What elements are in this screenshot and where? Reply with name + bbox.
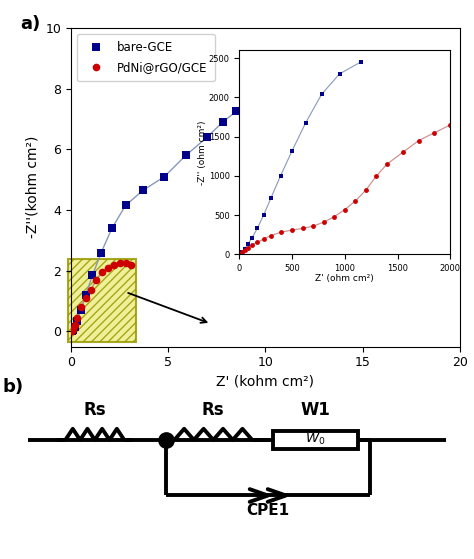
bare-GCE bbox=[109, 225, 115, 231]
bare-GCE bbox=[99, 249, 104, 256]
bare-GCE bbox=[69, 328, 75, 334]
PdNi@rGO/GCE bbox=[78, 304, 83, 310]
bare-GCE bbox=[220, 119, 226, 125]
Text: Rs: Rs bbox=[83, 401, 106, 419]
Y-axis label: -Z'' (ohm cm²): -Z'' (ohm cm²) bbox=[198, 120, 207, 184]
PdNi@rGO/GCE bbox=[88, 287, 93, 294]
bare-GCE bbox=[140, 187, 146, 193]
PdNi@rGO/GCE bbox=[93, 277, 99, 283]
PdNi@rGO/GCE bbox=[70, 326, 76, 333]
bare-GCE bbox=[365, 87, 371, 93]
Legend: bare-GCE, PdNi@rGO/GCE: bare-GCE, PdNi@rGO/GCE bbox=[77, 34, 215, 81]
bare-GCE bbox=[385, 88, 391, 95]
Text: b): b) bbox=[2, 378, 24, 396]
X-axis label: Z' (kohm cm²): Z' (kohm cm²) bbox=[217, 375, 314, 389]
Text: W1: W1 bbox=[300, 401, 330, 419]
bare-GCE bbox=[162, 173, 167, 180]
bare-GCE bbox=[288, 84, 293, 91]
bare-GCE bbox=[83, 292, 89, 299]
bare-GCE bbox=[434, 91, 439, 98]
bare-GCE bbox=[233, 108, 239, 115]
PdNi@rGO/GCE bbox=[111, 261, 117, 268]
bare-GCE bbox=[307, 84, 313, 91]
Text: Rs: Rs bbox=[202, 401, 225, 419]
Text: $W_0$: $W_0$ bbox=[305, 432, 325, 448]
bare-GCE bbox=[259, 93, 264, 100]
bare-GCE bbox=[375, 87, 381, 93]
PdNi@rGO/GCE bbox=[69, 328, 75, 334]
PdNi@rGO/GCE bbox=[128, 261, 134, 268]
bare-GCE bbox=[204, 134, 210, 140]
bare-GCE bbox=[78, 307, 83, 314]
bare-GCE bbox=[74, 318, 80, 324]
Text: CPE1: CPE1 bbox=[246, 503, 289, 518]
PdNi@rGO/GCE bbox=[100, 269, 105, 276]
Bar bbox=[68, 259, 136, 342]
bare-GCE bbox=[183, 152, 189, 159]
bare-GCE bbox=[337, 86, 342, 92]
PdNi@rGO/GCE bbox=[72, 322, 77, 329]
bare-GCE bbox=[395, 88, 401, 95]
bare-GCE bbox=[346, 86, 352, 92]
bare-GCE bbox=[123, 202, 128, 209]
bare-GCE bbox=[356, 86, 362, 92]
bare-GCE bbox=[278, 86, 284, 92]
Text: a): a) bbox=[20, 15, 41, 33]
X-axis label: Z' (ohm cm²): Z' (ohm cm²) bbox=[316, 274, 374, 283]
bare-GCE bbox=[298, 84, 303, 91]
bare-GCE bbox=[424, 91, 429, 98]
PdNi@rGO/GCE bbox=[117, 260, 122, 267]
PdNi@rGO/GCE bbox=[74, 314, 80, 321]
Line: bare-GCE: bare-GCE bbox=[68, 83, 440, 335]
bare-GCE bbox=[327, 86, 332, 92]
Bar bbox=[273, 431, 358, 449]
Line: PdNi@rGO/GCE: PdNi@rGO/GCE bbox=[68, 259, 135, 335]
bare-GCE bbox=[317, 84, 323, 91]
PdNi@rGO/GCE bbox=[105, 264, 111, 271]
bare-GCE bbox=[70, 326, 76, 333]
PdNi@rGO/GCE bbox=[83, 295, 89, 301]
Y-axis label: -Z''(kohm cm²): -Z''(kohm cm²) bbox=[26, 136, 40, 239]
bare-GCE bbox=[72, 324, 77, 330]
bare-GCE bbox=[268, 88, 274, 95]
bare-GCE bbox=[404, 90, 410, 97]
PdNi@rGO/GCE bbox=[123, 260, 128, 267]
bare-GCE bbox=[414, 90, 420, 97]
bare-GCE bbox=[247, 99, 253, 106]
bare-GCE bbox=[90, 272, 95, 278]
